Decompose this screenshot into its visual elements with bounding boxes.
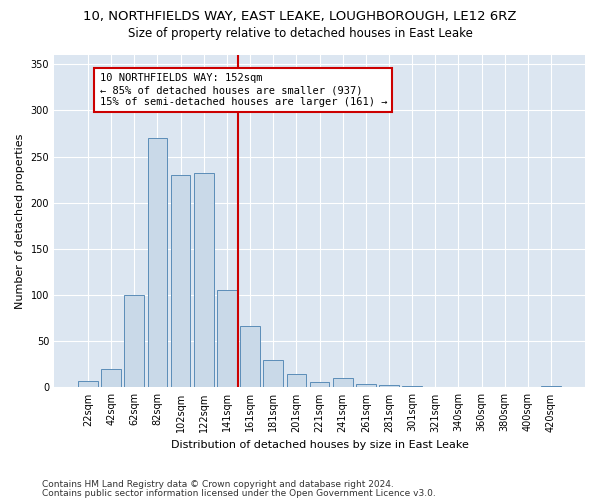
Bar — [101, 369, 121, 388]
Bar — [148, 138, 167, 388]
X-axis label: Distribution of detached houses by size in East Leake: Distribution of detached houses by size … — [170, 440, 469, 450]
Bar — [124, 295, 144, 388]
Text: 10, NORTHFIELDS WAY, EAST LEAKE, LOUGHBOROUGH, LE12 6RZ: 10, NORTHFIELDS WAY, EAST LEAKE, LOUGHBO… — [83, 10, 517, 23]
Text: Size of property relative to detached houses in East Leake: Size of property relative to detached ho… — [128, 28, 472, 40]
Y-axis label: Number of detached properties: Number of detached properties — [15, 134, 25, 309]
Bar — [541, 386, 561, 388]
Bar — [402, 386, 422, 388]
Bar — [263, 360, 283, 388]
Bar — [217, 290, 237, 388]
Text: Contains HM Land Registry data © Crown copyright and database right 2024.: Contains HM Land Registry data © Crown c… — [42, 480, 394, 489]
Bar — [171, 175, 190, 388]
Bar — [78, 381, 98, 388]
Bar — [333, 378, 353, 388]
Text: 10 NORTHFIELDS WAY: 152sqm
← 85% of detached houses are smaller (937)
15% of sem: 10 NORTHFIELDS WAY: 152sqm ← 85% of deta… — [100, 74, 387, 106]
Bar — [310, 382, 329, 388]
Text: Contains public sector information licensed under the Open Government Licence v3: Contains public sector information licen… — [42, 488, 436, 498]
Bar — [356, 384, 376, 388]
Bar — [287, 374, 306, 388]
Bar — [240, 326, 260, 388]
Bar — [379, 384, 399, 388]
Bar — [194, 173, 214, 388]
